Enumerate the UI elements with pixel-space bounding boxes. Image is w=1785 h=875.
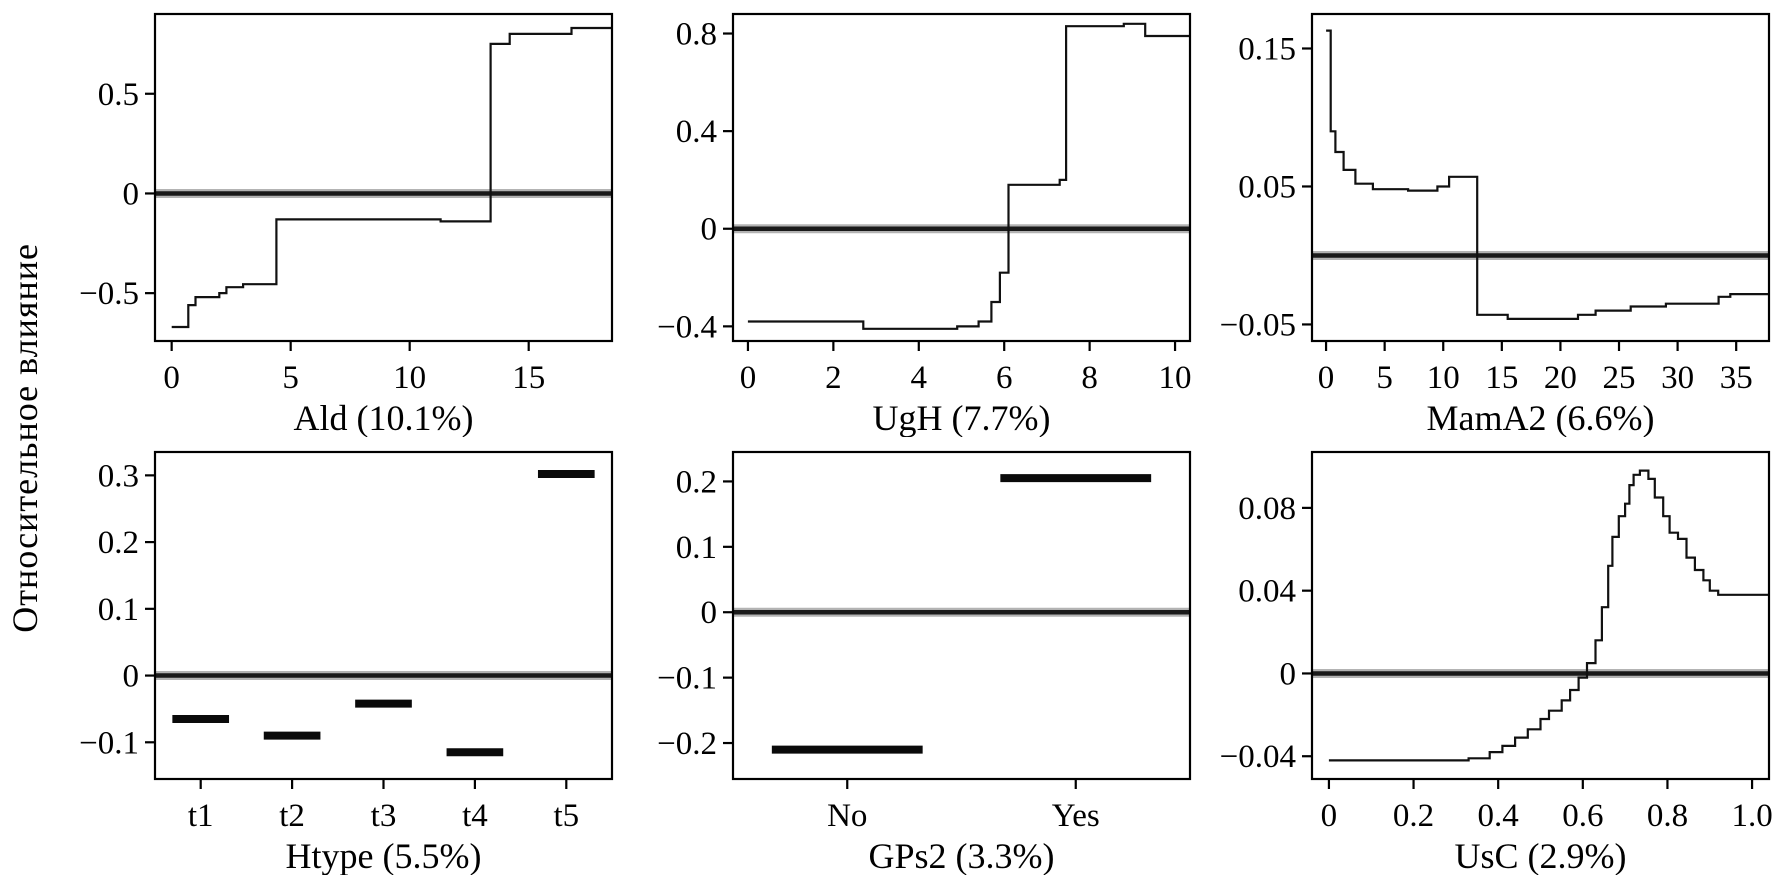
plot-frame [1310,450,1770,780]
x-tick-label: 0 [1320,798,1337,834]
x-tick-label: No [828,798,868,834]
y-tick-label: −0.05 [1219,308,1295,344]
x-tick-label: 4 [911,360,928,396]
plot-frame [154,13,614,343]
chart-panel-mama2: 0 5 10 15 20 25 30 35 −0.05 0.05 0.15 MamA2 (6.6%) [1207,0,1785,438]
data-line [1325,29,1769,321]
x-axis-label: UgH (7.7%) [873,398,1051,437]
y-tick-label: 0.04 [1238,573,1296,609]
y-tick-label: 0 [1279,656,1296,692]
chart-panel-htype: t1 t2 t3 t4 t5 −0.1 0 0.1 0.2 0.3 Htype (5.5%) [50,438,628,875]
x-axis-label: Htype (5.5%) [286,836,482,875]
x-axis-label: UsC (2.9%) [1454,836,1626,875]
y-tick-label: −0.4 [658,310,718,346]
x-tick-label: 10 [1159,360,1192,396]
x-tick-label: t1 [188,798,214,834]
plot-frame [732,450,1192,780]
chart-mama2: 0 5 10 15 20 25 30 35 −0.05 0.05 0.15 MamA2 (6.6%) [1219,13,1770,437]
y-tick-label: −0.5 [79,276,139,312]
y-tick-label: 0.1 [98,592,139,628]
y-tick-label: 0.5 [98,77,139,113]
y-tick-label: 0 [123,658,140,694]
chart-panel-ugh: 0 2 4 6 8 10 −0.4 0 0.4 0.8 UgH (7.7%) [628,0,1206,438]
y-tick-label: 0 [701,212,718,248]
chart-usc: 0 0.2 0.4 0.6 0.8 1.0 −0.04 0 0.04 0.08 UsC (2.9%) [1219,450,1773,875]
chart-htype: t1 t2 t3 t4 t5 −0.1 0 0.1 0.2 0.3 Htype (5.5%) [79,450,614,875]
x-tick-label: 0.8 [1647,798,1688,834]
x-tick-label: 0.6 [1562,798,1603,834]
y-tick-label: 0.1 [676,530,717,566]
y-tick-label: 0 [123,177,140,213]
x-tick-label: 1.0 [1731,798,1772,834]
x-tick-label: t3 [371,798,397,834]
x-tick-label: 25 [1602,360,1635,396]
x-tick-label: 10 [393,360,426,396]
x-tick-label: 0 [164,360,181,396]
x-tick-label: 35 [1720,360,1753,396]
chart-gps2: No Yes −0.2 −0.1 0 0.1 0.2 GPs2 (3.3%) [658,450,1192,875]
x-tick-label: t5 [554,798,580,834]
x-axis-label: Ald (10.1%) [294,398,474,437]
x-tick-label: 8 [1082,360,1099,396]
y-tick-label: 0.08 [1238,491,1296,527]
x-tick-label: 10 [1427,360,1460,396]
chart-grid: 0 5 10 15 −0.5 0 0.5 Ald (10.1%) 0 2 4 6 8 10 −0.4 0 0.… [50,0,1785,875]
x-tick-label: 6 [996,360,1013,396]
y-tick-label: 0.15 [1238,32,1296,68]
x-tick-label: 0.4 [1477,798,1518,834]
chart-panel-usc: 0 0.2 0.4 0.6 0.8 1.0 −0.04 0 0.04 0.08 UsC (2.9%) [1207,438,1785,875]
y-tick-label: −0.04 [1219,739,1295,775]
x-tick-label: t4 [462,798,488,834]
x-tick-label: 2 [826,360,843,396]
x-tick-label: 15 [1485,360,1518,396]
y-tick-label: 0.2 [676,464,717,500]
data-line [748,22,1191,331]
y-tick-label: 0.8 [676,17,717,53]
data-line [171,27,613,329]
x-tick-label: 0 [740,360,757,396]
y-tick-label: 0 [701,595,718,631]
x-tick-label: 0.2 [1393,798,1434,834]
chart-panel-gps2: No Yes −0.2 −0.1 0 0.1 0.2 GPs2 (3.3%) [628,438,1206,875]
x-tick-label: 5 [1376,360,1393,396]
chart-panel-ald: 0 5 10 15 −0.5 0 0.5 Ald (10.1%) [50,0,628,438]
chart-ugh: 0 2 4 6 8 10 −0.4 0 0.4 0.8 UgH (7.7%) [658,13,1192,437]
x-tick-label: 20 [1544,360,1577,396]
y-tick-label: 0.3 [98,458,139,494]
y-tick-label: 0.05 [1238,170,1296,206]
x-axis-label: MamA2 (6.6%) [1426,398,1654,437]
y-tick-label: 0.4 [676,114,717,150]
chart-ald: 0 5 10 15 −0.5 0 0.5 Ald (10.1%) [79,13,614,437]
y-tick-label: −0.1 [658,660,718,696]
plot-frame [732,13,1192,343]
plot-frame [154,450,614,780]
data-line [1328,469,1769,762]
x-tick-label: 15 [512,360,545,396]
x-tick-label: 0 [1318,360,1335,396]
x-tick-label: 30 [1661,360,1694,396]
x-tick-label: Yes [1052,798,1100,834]
y-axis-label: Относительное влияние [5,242,45,633]
y-tick-label: 0.2 [98,525,139,561]
y-axis-label-strip: Относительное влияние [0,0,50,875]
y-tick-label: −0.2 [658,726,718,762]
plot-frame [1310,13,1770,343]
y-tick-label: −0.1 [79,725,139,761]
x-axis-label: GPs2 (3.3%) [869,836,1055,875]
x-tick-label: 5 [283,360,300,396]
x-tick-label: t2 [279,798,305,834]
